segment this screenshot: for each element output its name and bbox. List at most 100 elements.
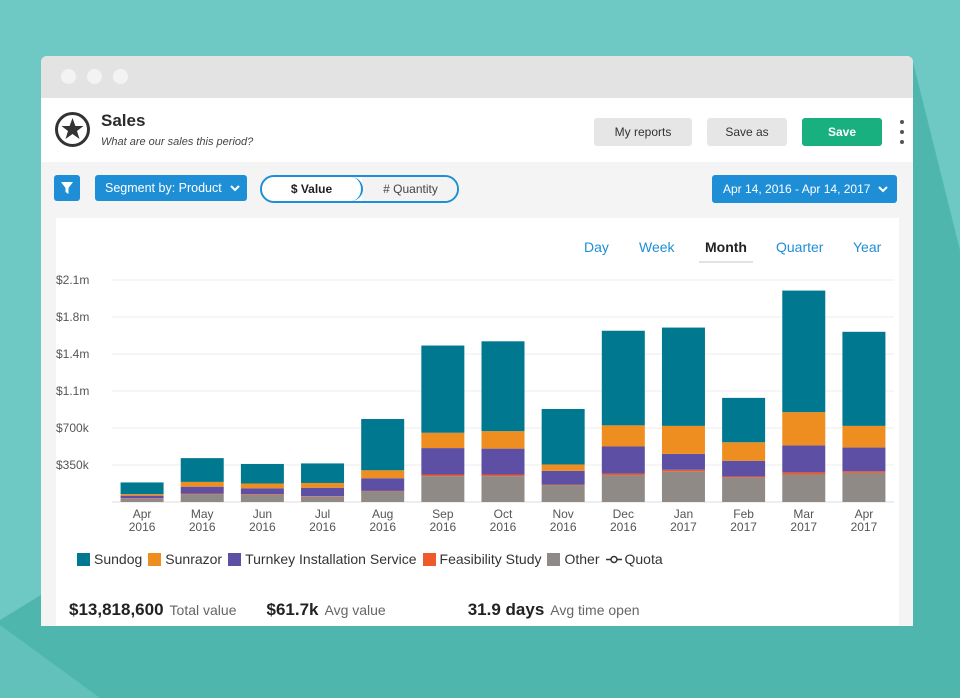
bar-segment-turnkey-installation-service: [782, 445, 826, 473]
legend-item-turnkey[interactable]: Turnkey Installation Service: [228, 551, 417, 567]
tab-week[interactable]: Week: [639, 239, 675, 255]
active-tab-indicator: [699, 261, 753, 263]
date-range-label: Apr 14, 2016 - Apr 14, 2017: [723, 182, 871, 196]
bar-segment-feasibility-study: [601, 473, 645, 476]
window-close-dot[interactable]: [61, 69, 76, 84]
bar-segment-other: [722, 477, 766, 502]
x-tick-label: 2016: [550, 520, 577, 534]
legend-item-feasibility[interactable]: Feasibility Study: [422, 551, 542, 567]
x-tick-label: 2017: [730, 520, 757, 534]
report-toolbar: Segment by: Product # Quantity $ Value A…: [41, 162, 913, 218]
window-minimize-dot[interactable]: [87, 69, 102, 84]
bar-segment-other: [421, 476, 465, 502]
x-tick-label: Nov: [552, 507, 573, 521]
bar-segment-sunrazor: [481, 431, 525, 449]
x-tick-label: Aug: [372, 507, 393, 521]
filter-icon: [61, 182, 73, 194]
legend-item-quota[interactable]: Quota: [605, 551, 663, 567]
legend-swatch: [77, 552, 90, 566]
x-tick-label: Jun: [253, 507, 272, 521]
y-tick-label: $1.8m: [56, 310, 89, 324]
bar-segment-other: [120, 498, 164, 502]
x-tick-label: 2016: [129, 520, 156, 534]
segment-by-dropdown[interactable]: Segment by: Product: [95, 175, 247, 201]
value-quantity-toggle: # Quantity $ Value: [260, 175, 459, 203]
legend-label: Quota: [624, 551, 663, 567]
bar-segment-sundog: [661, 327, 705, 426]
bar-segment-other: [180, 494, 224, 502]
page-title: Sales: [101, 111, 146, 130]
bar-segment-sundog: [842, 331, 886, 426]
quantity-toggle-option[interactable]: # Quantity: [362, 177, 457, 201]
y-tick-label: $1.4m: [56, 347, 89, 361]
bar-segment-turnkey-installation-service: [421, 448, 465, 475]
tab-quarter[interactable]: Quarter: [776, 239, 824, 255]
window-titlebar: [41, 56, 913, 98]
y-tick-label: $350k: [56, 458, 90, 472]
save-button[interactable]: Save: [802, 118, 882, 146]
bar-segment-turnkey-installation-service: [240, 488, 284, 495]
bar-segment-other: [301, 496, 345, 502]
save-as-button[interactable]: Save as: [707, 118, 787, 146]
tab-day[interactable]: Day: [584, 239, 609, 255]
bar-segment-feasibility-study: [120, 498, 164, 499]
legend-label: Turnkey Installation Service: [245, 551, 417, 567]
bar-segment-sunrazor: [541, 464, 585, 471]
bar-segment-turnkey-installation-service: [601, 446, 645, 474]
avg-time-open-label: Avg time open: [550, 602, 640, 618]
bar-segment-other: [541, 485, 585, 502]
bar-segment-turnkey-installation-service: [301, 487, 345, 497]
y-tick-label: $2.1m: [56, 273, 89, 287]
tab-month[interactable]: Month: [705, 239, 747, 255]
bar-segment-sunrazor: [120, 494, 164, 496]
x-tick-label: 2016: [369, 520, 396, 534]
bar-segment-feasibility-study: [421, 474, 465, 477]
bar-segment-other: [481, 476, 525, 502]
segment-by-label: Segment by: Product: [105, 181, 222, 195]
bar-segment-turnkey-installation-service: [661, 453, 705, 470]
avg-value: $61.7k: [266, 600, 319, 619]
bar-segment-turnkey-installation-service: [722, 460, 766, 477]
bar-segment-feasibility-study: [180, 493, 224, 495]
bar-segment-other: [601, 475, 645, 502]
avg-time-open: 31.9 days: [467, 600, 545, 619]
my-reports-button[interactable]: My reports: [594, 118, 692, 146]
x-tick-label: 2017: [670, 520, 697, 534]
filter-button[interactable]: [54, 175, 80, 201]
summary-stats: $13,818,600 Total value $61.7k Avg value…: [69, 600, 640, 620]
bar-segment-turnkey-installation-service: [481, 448, 525, 475]
x-tick-label: 2016: [610, 520, 637, 534]
bar-segment-sundog: [120, 482, 164, 495]
bar-segment-other: [361, 491, 405, 502]
legend-item-sundog[interactable]: Sundog: [77, 551, 142, 567]
y-tick-label: $700k: [56, 421, 90, 435]
legend-swatch: [547, 552, 561, 566]
bar-segment-turnkey-installation-service: [842, 447, 886, 472]
app-window: Sales What are our sales this period? My…: [41, 56, 913, 626]
bar-segment-feasibility-study: [301, 496, 345, 497]
date-range-dropdown[interactable]: Apr 14, 2016 - Apr 14, 2017: [712, 175, 897, 203]
legend-label: Feasibility Study: [439, 551, 542, 567]
bar-segment-sunrazor: [240, 483, 284, 489]
x-tick-label: 2017: [851, 520, 878, 534]
x-tick-label: 2016: [490, 520, 517, 534]
bar-segment-sundog: [240, 463, 284, 484]
bar-segment-sunrazor: [421, 432, 465, 449]
bar-segment-sundog: [782, 290, 826, 413]
window-maximize-dot[interactable]: [113, 69, 128, 84]
tab-year[interactable]: Year: [853, 239, 882, 255]
bar-segment-other: [240, 494, 284, 502]
bar-segment-sunrazor: [782, 412, 826, 446]
x-tick-label: Jul: [315, 507, 330, 521]
chevron-down-icon: [878, 185, 889, 192]
bar-segment-sundog: [421, 345, 465, 433]
bar-segment-feasibility-study: [481, 474, 525, 477]
bar-segment-feasibility-study: [661, 469, 705, 472]
more-options-icon[interactable]: [898, 120, 906, 144]
bar-segment-feasibility-study: [541, 484, 585, 486]
value-toggle-option[interactable]: $ Value: [262, 177, 363, 201]
legend-item-other[interactable]: Other: [547, 551, 600, 567]
bar-segment-feasibility-study: [240, 494, 284, 495]
bar-segment-sunrazor: [301, 482, 345, 488]
legend-item-sunrazor[interactable]: Sunrazor: [148, 551, 222, 567]
